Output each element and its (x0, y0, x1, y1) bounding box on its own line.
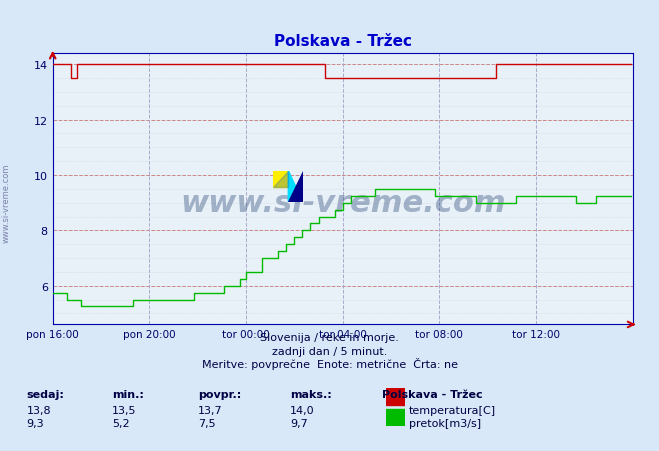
Text: sedaj:: sedaj: (26, 389, 64, 399)
Text: zadnji dan / 5 minut.: zadnji dan / 5 minut. (272, 346, 387, 356)
Title: Polskava - Tržec: Polskava - Tržec (273, 34, 412, 49)
Text: 13,8: 13,8 (26, 405, 51, 414)
Text: www.si-vreme.com: www.si-vreme.com (180, 189, 505, 217)
Text: 13,5: 13,5 (112, 405, 136, 414)
Text: www.si-vreme.com: www.si-vreme.com (2, 163, 11, 243)
Text: 9,3: 9,3 (26, 418, 44, 428)
Text: 5,2: 5,2 (112, 418, 130, 428)
Text: Meritve: povprečne  Enote: metrične  Črta: ne: Meritve: povprečne Enote: metrične Črta:… (202, 358, 457, 369)
Text: 7,5: 7,5 (198, 418, 215, 428)
Text: povpr.:: povpr.: (198, 389, 241, 399)
Text: 13,7: 13,7 (198, 405, 222, 414)
Polygon shape (289, 171, 303, 203)
Text: min.:: min.: (112, 389, 144, 399)
Text: 14,0: 14,0 (290, 405, 314, 414)
Bar (386, 388, 405, 405)
Text: pretok[m3/s]: pretok[m3/s] (409, 418, 480, 428)
Polygon shape (273, 171, 289, 187)
Text: 9,7: 9,7 (290, 418, 308, 428)
Text: Slovenija / reke in morje.: Slovenija / reke in morje. (260, 332, 399, 342)
Polygon shape (289, 171, 303, 203)
Text: Polskava - Tržec: Polskava - Tržec (382, 389, 483, 399)
Bar (273, 171, 289, 187)
Bar (386, 409, 405, 426)
Text: maks.:: maks.: (290, 389, 331, 399)
Text: temperatura[C]: temperatura[C] (409, 405, 496, 414)
